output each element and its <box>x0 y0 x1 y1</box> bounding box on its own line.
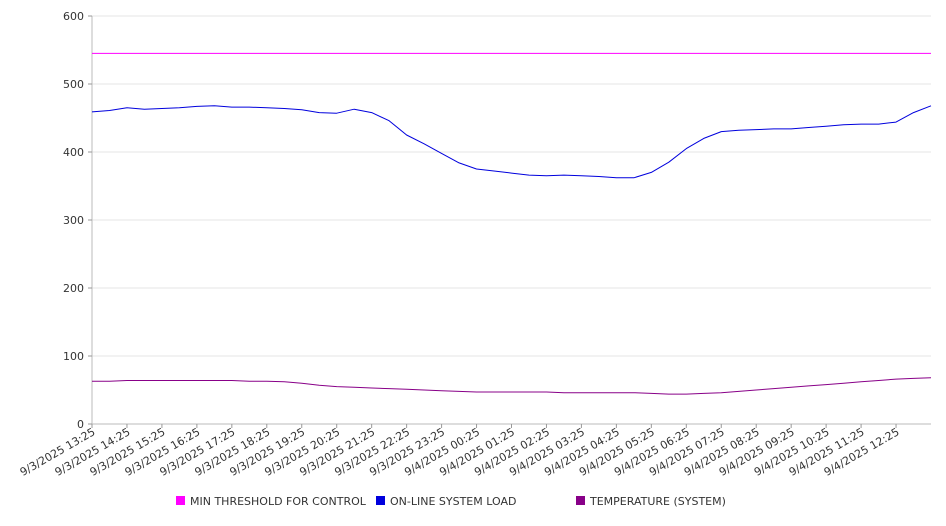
series-lines <box>91 52 932 395</box>
y-axis-ticks: 0 100 200 300 400 500 600 <box>63 10 92 431</box>
y-tick-label: 500 <box>63 78 84 91</box>
series-line <box>91 105 932 179</box>
y-tick-label: 300 <box>63 214 84 227</box>
legend-swatch <box>376 496 385 505</box>
legend-label: TEMPERATURE (SYSTEM) <box>589 495 726 508</box>
y-tick-label: 200 <box>63 282 84 295</box>
x-axis-ticks: 9/3/2025 13:259/3/2025 14:259/3/2025 15:… <box>18 424 902 479</box>
legend-label: ON-LINE SYSTEM LOAD <box>390 495 516 508</box>
legend: MIN THRESHOLD FOR CONTROL ON-LINE SYSTEM … <box>176 495 726 508</box>
y-tick-label: 400 <box>63 146 84 159</box>
grid-lines <box>92 15 931 357</box>
legend-swatch <box>576 496 585 505</box>
y-tick-label: 0 <box>77 418 84 431</box>
y-tick-label: 100 <box>63 350 84 363</box>
legend-swatch <box>176 496 185 505</box>
legend-label: MIN THRESHOLD FOR CONTROL <box>190 495 367 508</box>
series-line <box>92 377 932 395</box>
y-tick-label: 600 <box>63 10 84 23</box>
